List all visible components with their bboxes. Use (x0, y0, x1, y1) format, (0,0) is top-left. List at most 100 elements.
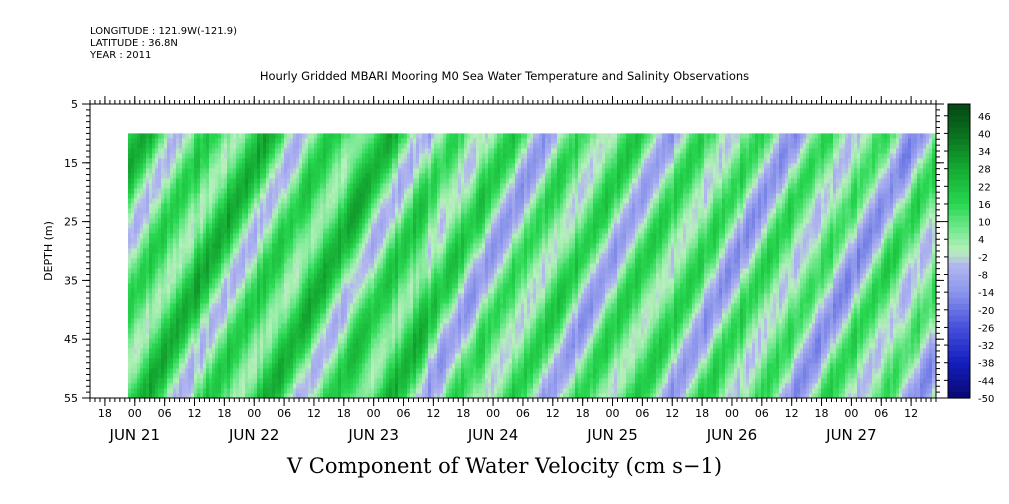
velocity-cell (173, 353, 177, 359)
velocity-cell (230, 378, 234, 384)
velocity-cell (332, 273, 336, 279)
velocity-cell (311, 293, 315, 299)
velocity-cell (305, 238, 309, 244)
velocity-cell (353, 353, 357, 359)
velocity-cell (293, 298, 297, 304)
velocity-cell (362, 328, 366, 334)
velocity-cell (326, 288, 330, 294)
velocity-cell (221, 258, 225, 264)
velocity-cell (176, 208, 180, 214)
velocity-cell (323, 288, 327, 294)
velocity-cell (392, 158, 396, 164)
velocity-cell (404, 193, 408, 199)
velocity-cell (266, 158, 270, 164)
velocity-cell (371, 313, 375, 319)
velocity-cell (350, 278, 354, 284)
velocity-cell (389, 218, 393, 224)
velocity-cell (176, 338, 180, 344)
velocity-cell (140, 303, 144, 309)
velocity-cell (131, 323, 135, 329)
velocity-cell (389, 348, 393, 354)
velocity-cell (185, 323, 189, 329)
velocity-cell (281, 138, 285, 144)
velocity-cell (392, 308, 396, 314)
velocity-cell (236, 213, 240, 219)
velocity-cell (311, 203, 315, 209)
velocity-cell (215, 163, 219, 169)
velocity-cell (317, 388, 321, 394)
velocity-cell (272, 223, 276, 229)
velocity-cell (278, 263, 282, 269)
velocity-cell (290, 298, 294, 304)
velocity-cell (401, 198, 405, 204)
velocity-cell (350, 363, 354, 369)
velocity-cell (185, 263, 189, 269)
velocity-cell (224, 198, 228, 204)
velocity-cell (137, 343, 141, 349)
velocity-cell (311, 243, 315, 249)
velocity-cell (353, 248, 357, 254)
velocity-cell (152, 138, 156, 144)
velocity-cell (353, 378, 357, 384)
velocity-cell (401, 203, 405, 209)
velocity-cell (407, 353, 411, 359)
velocity-cell (215, 373, 219, 379)
velocity-cell (245, 288, 249, 294)
velocity-cell (275, 133, 279, 139)
velocity-cell (221, 268, 225, 274)
velocity-cell (365, 303, 369, 309)
velocity-cell (329, 373, 333, 379)
velocity-cell (212, 288, 216, 294)
velocity-cell (140, 328, 144, 334)
velocity-cell (284, 143, 288, 149)
velocity-cell (152, 383, 156, 389)
velocity-cell (158, 228, 162, 234)
velocity-cell (311, 228, 315, 234)
velocity-cell (194, 378, 198, 384)
velocity-cell (206, 198, 210, 204)
velocity-cell (284, 178, 288, 184)
velocity-cell (131, 353, 135, 359)
velocity-cell (284, 363, 288, 369)
velocity-cell (188, 203, 192, 209)
velocity-cell (323, 318, 327, 324)
velocity-cell (368, 238, 372, 244)
velocity-cell (176, 353, 180, 359)
velocity-cell (194, 203, 198, 209)
velocity-cell (383, 143, 387, 149)
velocity-cell (380, 303, 384, 309)
velocity-cell (206, 273, 210, 279)
velocity-cell (365, 353, 369, 359)
velocity-cell (221, 138, 225, 144)
velocity-cell (227, 203, 231, 209)
velocity-cell (368, 218, 372, 224)
velocity-cell (173, 348, 177, 354)
velocity-cell (269, 228, 273, 234)
velocity-cell (269, 318, 273, 324)
velocity-cell (131, 248, 135, 254)
velocity-cell (239, 328, 243, 334)
velocity-cell (323, 218, 327, 224)
velocity-cell (353, 178, 357, 184)
velocity-cell (203, 373, 207, 379)
velocity-cell (365, 343, 369, 349)
velocity-cell (194, 343, 198, 349)
velocity-cell (380, 298, 384, 304)
velocity-cell (314, 373, 318, 379)
velocity-cell (203, 233, 207, 239)
velocity-cell (239, 343, 243, 349)
velocity-cell (287, 303, 291, 309)
velocity-cell (209, 333, 213, 339)
velocity-cell (185, 288, 189, 294)
velocity-cell (395, 158, 399, 164)
velocity-cell (275, 383, 279, 389)
velocity-cell (278, 223, 282, 229)
velocity-cell (311, 353, 315, 359)
velocity-cell (266, 198, 270, 204)
velocity-cell (404, 223, 408, 229)
velocity-cell (389, 298, 393, 304)
velocity-cell (284, 188, 288, 194)
velocity-cell (212, 283, 216, 289)
velocity-cell (293, 323, 297, 329)
velocity-cell (203, 363, 207, 369)
